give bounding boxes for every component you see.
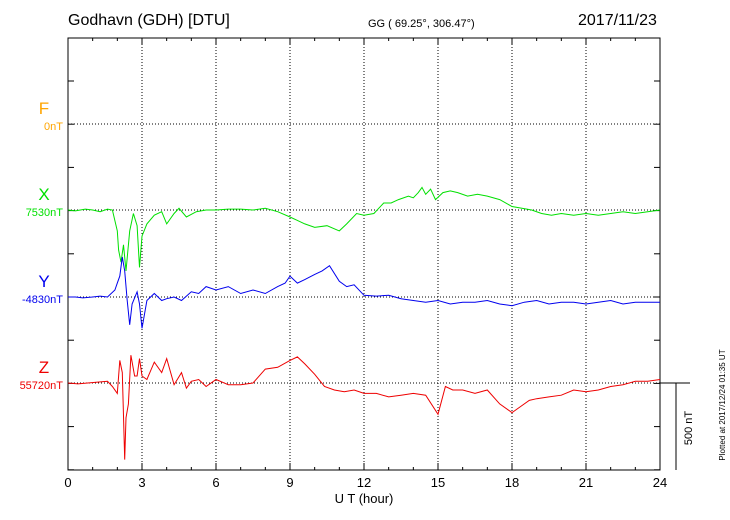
x-axis-label: U T (hour) [335,491,394,506]
series-labels: F 0nT X 7530nT Y -4830nT Z 55720nT [20,99,64,392]
scale-bar-label: 500 nT [683,411,695,446]
x-tick-label: 12 [357,475,371,490]
series-line-y [68,256,660,329]
station-coordinates: GG ( 69.25°, 306.47°) [368,18,475,30]
axis-ticks [67,38,661,471]
series-baseline-f: 0nT [44,121,63,133]
x-tick-label: 0 [64,475,71,490]
series-name-f: F [39,99,49,118]
series-baseline-y: -4830nT [22,294,63,306]
series-name-z: Z [39,358,49,377]
series-name-y: Y [38,272,49,291]
plot-date: 2017/11/23 [578,12,657,29]
station-title: Godhavn (GDH) [DTU] [68,12,230,29]
x-tick-label: 21 [579,475,593,490]
x-tick-label: 6 [212,475,219,490]
x-tick-label: 3 [138,475,145,490]
plotted-timestamp: Plotted at 2017/12/24 01:35 UT [718,349,727,460]
series-baseline-x: 7530nT [26,207,64,219]
series-line-x [67,186,661,271]
series-name-x: X [38,185,49,204]
x-tick-labels: 0 3 6 9 12 15 18 21 24 [64,475,667,490]
x-tick-label: 18 [505,475,519,490]
x-tick-label: 9 [286,475,293,490]
series-line-z [67,355,661,460]
x-tick-label: 24 [653,475,667,490]
series-lines [67,186,661,460]
scale-bar: 500 nT [660,382,695,470]
x-tick-label: 15 [431,475,445,490]
series-baseline-z: 55720nT [20,380,64,392]
chart-grid [68,38,660,470]
